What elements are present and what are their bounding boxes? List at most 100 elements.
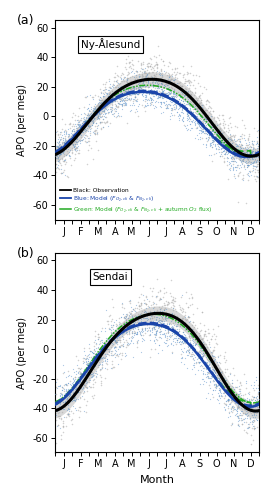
Point bbox=[171, 299, 175, 307]
Point bbox=[218, 388, 222, 396]
Point bbox=[70, 132, 74, 140]
Point bbox=[90, 368, 94, 376]
Point bbox=[56, 142, 60, 150]
Point bbox=[135, 80, 140, 88]
Point bbox=[103, 344, 107, 351]
Point bbox=[249, 431, 253, 439]
Point bbox=[125, 310, 130, 318]
Point bbox=[178, 332, 182, 340]
Point bbox=[128, 102, 132, 110]
Point bbox=[230, 418, 234, 426]
Point bbox=[201, 348, 205, 356]
Point bbox=[218, 138, 223, 146]
Point bbox=[250, 422, 255, 430]
Point bbox=[89, 373, 93, 381]
Point bbox=[93, 105, 98, 113]
Point bbox=[126, 314, 130, 322]
Point bbox=[170, 88, 175, 96]
Point bbox=[91, 112, 95, 120]
Point bbox=[93, 118, 98, 126]
Point bbox=[69, 416, 73, 424]
Point bbox=[244, 418, 249, 426]
Point bbox=[247, 143, 251, 151]
Point bbox=[234, 144, 238, 152]
Point bbox=[112, 336, 117, 344]
Point bbox=[72, 368, 76, 376]
Point bbox=[218, 124, 222, 132]
Point bbox=[196, 354, 201, 362]
Point bbox=[91, 349, 96, 357]
Point bbox=[249, 158, 254, 166]
Point bbox=[250, 149, 254, 157]
Point bbox=[110, 364, 115, 372]
Point bbox=[105, 100, 109, 108]
Point bbox=[66, 401, 70, 409]
Point bbox=[73, 404, 77, 411]
Point bbox=[107, 119, 112, 127]
Point bbox=[103, 340, 107, 348]
Point bbox=[247, 154, 251, 162]
Point bbox=[216, 378, 220, 386]
Point bbox=[195, 123, 200, 131]
Point bbox=[234, 163, 238, 171]
Point bbox=[135, 97, 140, 105]
Point bbox=[197, 126, 201, 134]
Point bbox=[202, 106, 206, 114]
Point bbox=[98, 118, 103, 126]
Point bbox=[105, 354, 109, 362]
Point bbox=[246, 154, 250, 162]
Point bbox=[241, 146, 245, 154]
Point bbox=[157, 322, 162, 330]
Point bbox=[111, 303, 115, 311]
Point bbox=[230, 166, 235, 174]
Point bbox=[177, 100, 182, 108]
Point bbox=[121, 338, 126, 346]
Point bbox=[75, 132, 79, 140]
Point bbox=[92, 327, 97, 335]
Point bbox=[163, 332, 167, 340]
Point bbox=[98, 119, 102, 127]
Point bbox=[115, 94, 119, 102]
Point bbox=[247, 150, 252, 158]
Point bbox=[143, 87, 147, 95]
Point bbox=[205, 372, 209, 380]
Point bbox=[178, 100, 182, 108]
Point bbox=[184, 100, 189, 108]
Text: (b): (b) bbox=[17, 247, 34, 260]
Point bbox=[154, 60, 158, 68]
Point bbox=[110, 322, 115, 330]
Point bbox=[108, 89, 113, 97]
Point bbox=[229, 389, 233, 397]
Point bbox=[75, 128, 79, 136]
Point bbox=[196, 334, 201, 342]
Point bbox=[170, 80, 174, 88]
Point bbox=[67, 131, 71, 139]
Point bbox=[170, 323, 175, 331]
Point bbox=[122, 322, 127, 330]
Point bbox=[124, 81, 129, 89]
Point bbox=[191, 100, 196, 108]
Point bbox=[109, 352, 113, 360]
Point bbox=[185, 350, 189, 358]
Point bbox=[101, 347, 105, 355]
Point bbox=[67, 396, 71, 404]
Point bbox=[56, 158, 61, 166]
Point bbox=[70, 139, 74, 147]
Point bbox=[75, 379, 79, 387]
Point bbox=[134, 80, 139, 88]
Point bbox=[222, 400, 227, 408]
Point bbox=[98, 350, 102, 358]
Point bbox=[188, 334, 192, 342]
Point bbox=[172, 76, 176, 84]
Point bbox=[246, 156, 250, 164]
Point bbox=[102, 103, 107, 111]
Point bbox=[128, 78, 133, 86]
Point bbox=[250, 137, 254, 145]
Point bbox=[121, 86, 126, 94]
Point bbox=[164, 80, 169, 88]
Point bbox=[236, 160, 241, 168]
Point bbox=[75, 373, 80, 381]
Point bbox=[156, 92, 161, 100]
Point bbox=[105, 118, 109, 126]
Point bbox=[181, 339, 185, 347]
